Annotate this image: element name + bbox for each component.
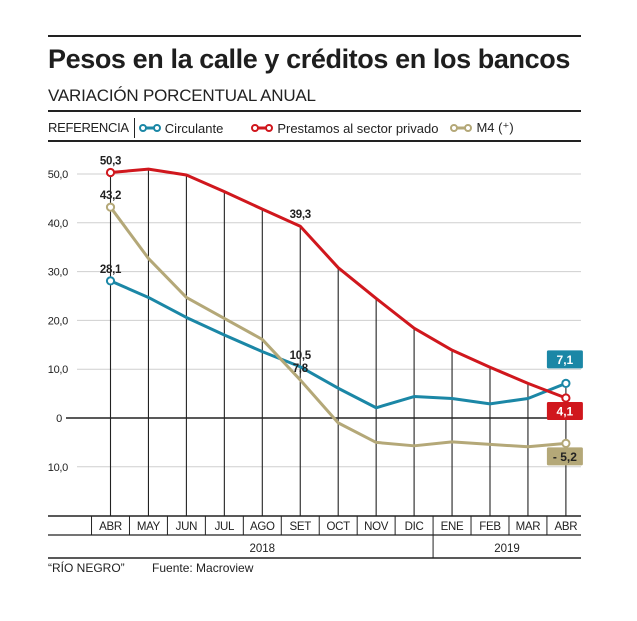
data-label-box-text: 7,1 (557, 353, 574, 367)
x-tick-label: ABR (555, 521, 578, 533)
data-label-box (546, 401, 583, 420)
x-tick-label: AGO (250, 521, 275, 533)
data-label: 28,1 (100, 264, 122, 276)
line-marker-icon (450, 124, 473, 132)
legend-item-circulante: Circulante (138, 120, 224, 136)
x-tick-label: ENE (441, 521, 464, 533)
data-label: 39,3 (290, 209, 311, 221)
y-tick-label: 40,0 (48, 218, 68, 230)
data-label: 50,3 (100, 156, 121, 168)
x-tick-label: JUL (215, 521, 235, 533)
data-point-marker (105, 202, 116, 212)
x-tick-label: MAY (137, 521, 161, 533)
series-line-1 (109, 167, 568, 400)
legend-text: Circulante (164, 120, 224, 136)
x-tick-label: SET (290, 521, 312, 533)
x-tick-label: DIC (405, 521, 424, 533)
x-tick-label: NOV (364, 521, 389, 533)
year-label: 2019 (494, 543, 520, 555)
top-rule (48, 35, 581, 37)
x-tick-label: JUN (176, 521, 197, 533)
data-point-marker (561, 438, 571, 448)
subtitle-rule (48, 110, 581, 112)
legend-text: Prestamos al sector privado (277, 120, 439, 136)
x-tick-label: OCT (327, 521, 351, 533)
data-label-box-text: 4,1 (557, 404, 574, 418)
y-tick-label: 10,0 (48, 462, 68, 474)
y-tick-label: 0 (56, 413, 62, 425)
footer: “RÍO NEGRO” Fuente: Macroview (48, 561, 277, 575)
legend-item-prestamos: Prestamos al sector privado (251, 121, 438, 136)
line-marker-icon (251, 124, 274, 132)
data-label: 7,8 (293, 363, 309, 375)
data-label-box (546, 350, 583, 369)
series-line-2 (109, 205, 568, 449)
x-tick-label: MAR (516, 521, 541, 533)
data-point-marker (105, 167, 116, 178)
data-label-box-text: - 5,2 (553, 450, 577, 464)
chart-title: Pesos en la calle y créditos en los banc… (48, 44, 570, 74)
y-tick-label: 50,0 (48, 169, 68, 181)
legend-rule (48, 140, 581, 142)
x-tick-label: ABR (99, 521, 122, 533)
legend: REFERENCIA Circulante Prestamos al secto… (48, 117, 526, 139)
source-text: Fuente: Macroview (152, 561, 254, 575)
data-label-box (546, 447, 583, 466)
line-marker-icon (138, 124, 161, 132)
y-tick-label: 20,0 (48, 315, 68, 327)
source-brand: “RÍO NEGRO” (48, 561, 125, 575)
data-point-marker (561, 378, 571, 388)
data-point-marker (105, 276, 116, 286)
year-label: 2018 (250, 543, 276, 555)
legend-item-m4: M4 (⁺) (450, 120, 514, 136)
legend-text: M4 (⁺) (476, 120, 514, 135)
legend-label: REFERENCIA (48, 118, 135, 138)
y-tick-label: 10,0 (48, 364, 68, 376)
data-point-marker (561, 393, 571, 403)
series-line-0 (109, 279, 568, 410)
data-label: 10,5 (290, 350, 312, 362)
x-tick-label: FEB (479, 521, 501, 533)
data-label: 43,2 (100, 190, 121, 202)
y-tick-label: 30,0 (48, 267, 68, 279)
chart-subtitle: VARIACIÓN PORCENTUAL ANUAL (48, 86, 316, 105)
